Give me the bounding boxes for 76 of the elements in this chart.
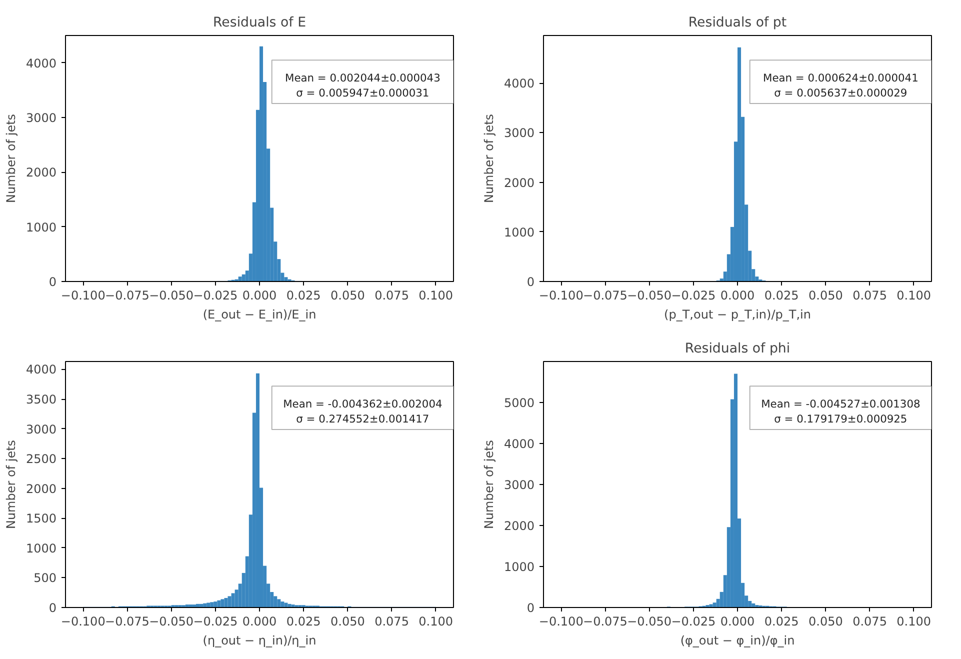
y-tick-label: 0 (526, 275, 535, 289)
annotation: Mean = 0.002044±0.000043 σ = 0.005947±0.000031 (284, 72, 440, 100)
y-tick-label: 2000 (26, 166, 57, 180)
y-axis-title: Number of jets (482, 114, 496, 204)
y-tick-label: 1500 (26, 512, 57, 526)
x-tick-label: −0.075 (105, 288, 150, 302)
x-tick-label: 0.100 (896, 614, 932, 628)
x-tick-label: −0.025 (671, 614, 716, 628)
x-tick-label: 0.050 (330, 288, 365, 302)
x-tick-label: 0.050 (808, 614, 843, 628)
x-tick-label: 0.075 (852, 614, 887, 628)
x-axis-title: (η_out − η_in)/η_in (202, 634, 316, 648)
annotation: Mean = -0.004527±0.001308 σ = 0.179179±0.000925 (761, 398, 920, 426)
y-tick-label: 3000 (504, 478, 535, 492)
x-tick-label: 0.100 (896, 288, 932, 302)
x-axis-title: (E_out − E_in)/E_in (202, 308, 316, 322)
y-tick-label: 1000 (26, 220, 57, 234)
y-tick-label: 2000 (504, 519, 535, 533)
x-tick-label: 0.000 (720, 288, 755, 302)
x-tick-label: −0.050 (627, 288, 672, 302)
x-tick-label: −0.100 (60, 288, 106, 302)
y-axis-title: Number of jets (4, 114, 18, 204)
x-axis-title: (φ_out − φ_in)/φ_in (680, 634, 795, 648)
x-tick-label: 0.100 (418, 614, 454, 628)
x-tick-label: −0.075 (105, 614, 150, 628)
x-tick-label: −0.050 (627, 614, 672, 628)
x-tick-label: −0.100 (538, 288, 584, 302)
y-tick-label: 2000 (504, 176, 535, 190)
x-tick-label: 0.075 (852, 288, 887, 302)
x-tick-label: 0.000 (242, 614, 277, 628)
chart-title: Residuals of phi (684, 342, 790, 356)
x-tick-label: 0.000 (720, 614, 755, 628)
annotation: Mean = 0.000624±0.000041 σ = 0.005637±0.000029 (762, 72, 918, 100)
y-tick-label: 4000 (504, 437, 535, 451)
y-tick-label: 4000 (26, 56, 57, 70)
y-tick-label: 4000 (504, 76, 535, 91)
x-tick-label: −0.025 (671, 288, 716, 302)
y-tick-label: 3000 (26, 111, 57, 125)
y-tick-label: 1000 (26, 541, 57, 556)
y-tick-label: 1000 (504, 560, 535, 574)
y-tick-label: 2000 (26, 482, 57, 496)
y-tick-label: 500 (34, 571, 56, 586)
x-tick-label: 0.075 (374, 614, 409, 628)
x-tick-label: −0.075 (583, 288, 628, 302)
x-tick-label: −0.025 (193, 614, 238, 628)
x-tick-label: 0.000 (242, 288, 277, 302)
chart-title: Residuals of E (213, 16, 306, 30)
x-tick-label: 0.100 (418, 288, 454, 302)
y-tick-label: 1000 (504, 225, 535, 240)
y-tick-label: 0 (48, 601, 57, 615)
x-tick-label: 0.025 (764, 288, 799, 302)
x-tick-label: 0.075 (374, 288, 409, 302)
x-tick-label: 0.050 (808, 288, 843, 302)
y-tick-label: 4000 (26, 362, 57, 377)
chart-title: Residuals of pt (688, 16, 787, 30)
x-tick-label: 0.050 (330, 614, 365, 628)
y-tick-label: 2500 (26, 452, 57, 466)
y-axis-title: Number of jets (482, 440, 496, 530)
y-tick-label: 3000 (504, 126, 535, 140)
annotation: Mean = -0.004362±0.002004 σ = 0.274552±0.001417 (283, 398, 442, 426)
x-axis-title: (p_T,out − p_T,in)/p_T,in (664, 308, 811, 322)
x-tick-label: −0.100 (538, 614, 584, 628)
y-axis-title: Number of jets (4, 440, 18, 530)
y-tick-label: 0 (526, 601, 535, 615)
x-tick-label: 0.025 (764, 614, 799, 628)
x-tick-label: −0.025 (193, 288, 238, 302)
x-tick-label: −0.100 (60, 614, 106, 628)
x-tick-label: −0.050 (149, 614, 194, 628)
x-tick-label: 0.025 (286, 614, 321, 628)
x-tick-label: 0.025 (286, 288, 321, 302)
y-tick-label: 3500 (26, 392, 57, 407)
x-tick-label: −0.050 (149, 288, 194, 302)
y-tick-label: 3000 (26, 422, 57, 436)
x-tick-label: −0.075 (583, 614, 628, 628)
y-tick-label: 0 (48, 275, 57, 289)
y-tick-label: 5000 (504, 396, 535, 410)
